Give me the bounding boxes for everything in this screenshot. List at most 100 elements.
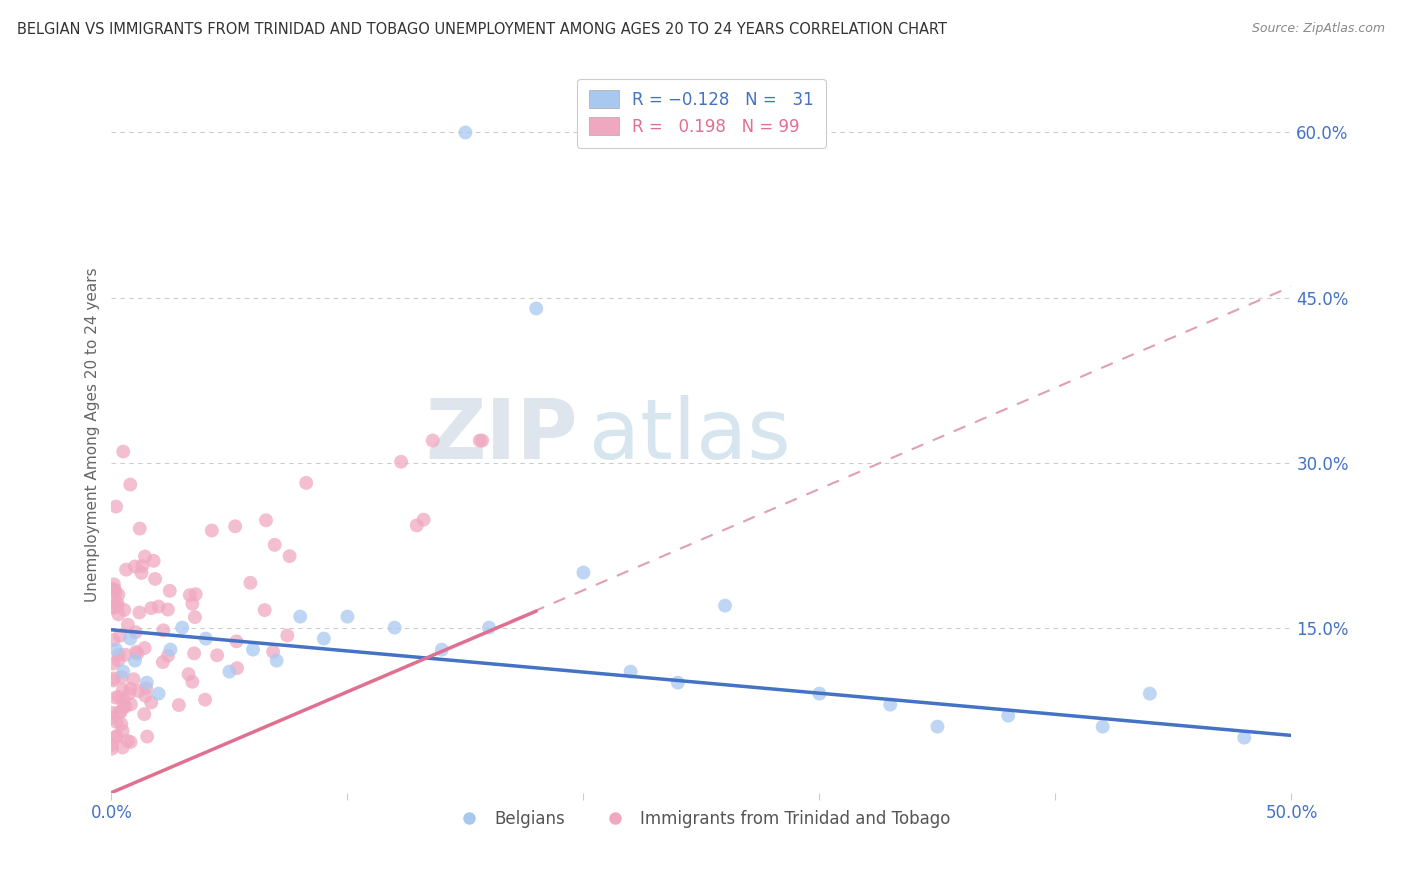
Point [131, 559, 153, 574]
Point [152, 624, 174, 638]
Point [276, 628, 298, 642]
Point [181, 674, 204, 689]
Point [124, 559, 146, 574]
Point [405, 518, 427, 533]
Point [205, 648, 228, 663]
Point [239, 575, 262, 590]
Point [105, 642, 128, 657]
Point [103, 672, 125, 686]
Point [117, 734, 139, 748]
Point [104, 690, 127, 705]
Text: ZIP: ZIP [425, 394, 578, 475]
Point [254, 513, 277, 527]
Point [177, 667, 200, 681]
Point [111, 692, 134, 706]
Point [1233, 731, 1256, 745]
Point [115, 563, 138, 577]
Point [194, 692, 217, 706]
Point [422, 434, 444, 448]
Point [107, 648, 129, 662]
Point [278, 549, 301, 563]
Point [218, 665, 240, 679]
Point [103, 582, 125, 596]
Point [104, 730, 127, 744]
Point [128, 606, 150, 620]
Point [112, 698, 135, 713]
Point [114, 648, 136, 662]
Point [101, 741, 124, 756]
Point [104, 588, 127, 602]
Point [111, 740, 134, 755]
Point [124, 654, 146, 668]
Point [224, 519, 246, 533]
Point [167, 698, 190, 712]
Point [808, 687, 831, 701]
Point [112, 444, 135, 458]
Point [103, 577, 125, 591]
Point [927, 720, 949, 734]
Point [225, 634, 247, 648]
Point [194, 632, 217, 646]
Point [159, 642, 181, 657]
Point [104, 583, 127, 598]
Point [290, 609, 312, 624]
Text: atlas: atlas [589, 394, 792, 475]
Point [262, 645, 284, 659]
Point [242, 642, 264, 657]
Point [107, 607, 129, 622]
Point [226, 661, 249, 675]
Point [572, 566, 595, 580]
Point [110, 717, 132, 731]
Point [179, 588, 201, 602]
Point [1139, 687, 1161, 701]
Point [103, 632, 125, 647]
Point [112, 603, 135, 617]
Point [134, 689, 156, 703]
Point [143, 572, 166, 586]
Point [389, 455, 412, 469]
Point [620, 665, 643, 679]
Point [141, 601, 163, 615]
Point [107, 596, 129, 610]
Point [107, 690, 129, 704]
Y-axis label: Unemployment Among Ages 20 to 24 years: Unemployment Among Ages 20 to 24 years [86, 268, 100, 602]
Point [183, 646, 205, 660]
Point [141, 696, 163, 710]
Point [384, 621, 406, 635]
Point [117, 617, 139, 632]
Point [134, 549, 156, 564]
Point [120, 681, 142, 696]
Point [136, 730, 159, 744]
Point [263, 538, 285, 552]
Point [152, 655, 174, 669]
Point [201, 524, 224, 538]
Point [134, 640, 156, 655]
Point [110, 705, 132, 719]
Point [134, 707, 156, 722]
Point [142, 554, 165, 568]
Point [135, 675, 157, 690]
Point [471, 434, 494, 448]
Point [156, 602, 179, 616]
Point [336, 609, 359, 624]
Point [1091, 720, 1114, 734]
Point [156, 648, 179, 663]
Point [412, 513, 434, 527]
Point [181, 597, 204, 611]
Point [666, 675, 689, 690]
Point [111, 670, 134, 684]
Point [127, 647, 149, 661]
Point [103, 600, 125, 615]
Point [107, 588, 129, 602]
Point [105, 729, 128, 743]
Point [100, 738, 122, 752]
Point [468, 434, 491, 448]
Point [128, 684, 150, 698]
Point [104, 583, 127, 598]
Point [266, 654, 288, 668]
Point [101, 706, 124, 720]
Point [107, 599, 129, 613]
Point [120, 477, 142, 491]
Point [103, 673, 125, 688]
Point [148, 687, 170, 701]
